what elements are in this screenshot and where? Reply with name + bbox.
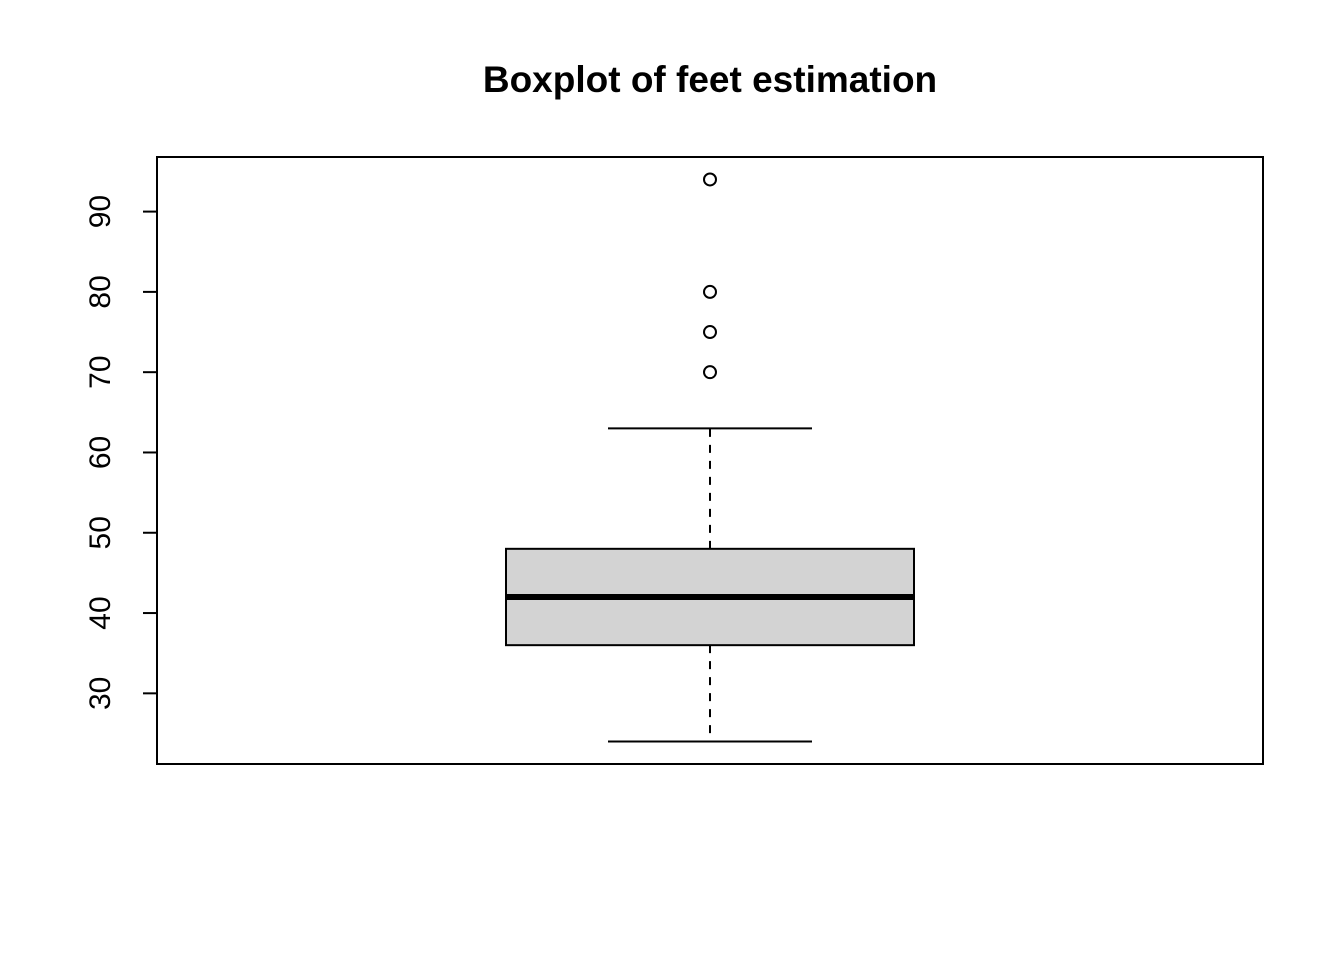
y-tick-label: 80: [84, 275, 117, 308]
y-tick-label: 40: [84, 596, 117, 629]
y-tick-label: 70: [84, 355, 117, 388]
y-tick-label: 90: [84, 195, 117, 228]
y-axis: 30 40 50 60 70 80 90: [84, 195, 158, 710]
chart-title: Boxplot of feet estimation: [483, 59, 937, 100]
outlier-point: [703, 172, 717, 187]
outlier-point: [703, 284, 717, 299]
outlier-point: [703, 325, 717, 340]
boxplot-group: [505, 172, 915, 743]
plot-frame: [156, 156, 1264, 765]
y-tick-label: 60: [84, 436, 117, 469]
y-tick-label: 30: [84, 677, 117, 710]
y-tick-label: 50: [84, 516, 117, 549]
outlier-point: [703, 365, 717, 380]
